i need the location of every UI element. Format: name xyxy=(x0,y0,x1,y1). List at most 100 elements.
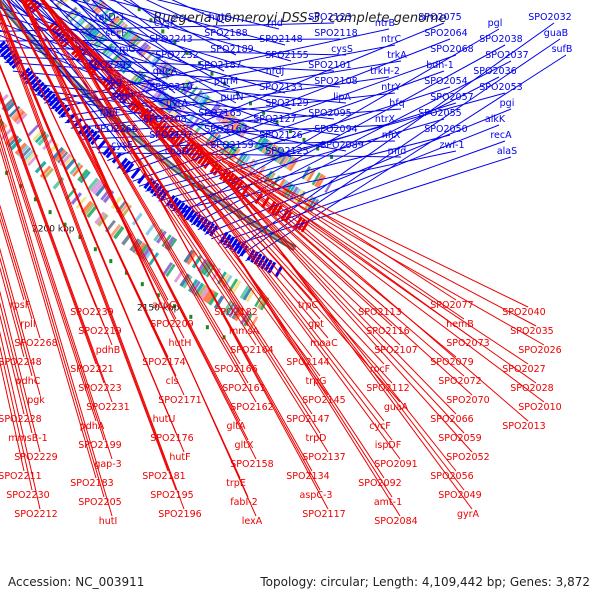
forward-gene-label: SPO2038 xyxy=(479,34,522,45)
reverse-gene-label: SPO2027 xyxy=(502,364,545,375)
reverse-label-line xyxy=(76,36,393,327)
reverse-label-line xyxy=(0,63,113,346)
cog-band-segment xyxy=(87,177,99,191)
reverse-gene-label: SPO2013 xyxy=(502,421,545,432)
reverse-gene-label: SPO2116 xyxy=(366,326,409,337)
reverse-label-line xyxy=(0,124,97,422)
reverse-label-line xyxy=(227,165,529,365)
forward-gene-arrow xyxy=(124,162,135,174)
reverse-label-line xyxy=(6,0,185,339)
genome-map: Ruegeria pomeroyi DSS-3, complete genome… xyxy=(0,0,572,527)
cog-band-segment xyxy=(263,142,274,156)
forward-gene-arrow xyxy=(51,98,62,110)
cog-band-segment xyxy=(80,21,93,34)
reverse-label-line xyxy=(0,290,41,453)
cog-band-segment xyxy=(191,255,203,269)
reverse-gene-label: pdhB xyxy=(96,345,121,356)
tick-mark xyxy=(197,61,201,66)
forward-gene-label: SPO2075 xyxy=(418,12,461,23)
cog-band-segment xyxy=(166,238,178,252)
forward-gene-label: SPO2133 xyxy=(259,82,302,93)
reverse-gene-label: trpG xyxy=(305,376,326,387)
reverse-gene-label: amt-1 xyxy=(374,497,402,508)
reverse-gene-label: gltA xyxy=(227,421,246,432)
cog-band-segment xyxy=(131,212,143,226)
reverse-label-line xyxy=(0,330,41,510)
reverse-gene-label: SPO2223 xyxy=(78,383,121,394)
reverse-gene-label: SPO2035 xyxy=(510,326,553,337)
cog-band-segment xyxy=(271,147,282,161)
reverse-label-line xyxy=(0,9,185,453)
reverse-gene-label: SPO2052 xyxy=(446,452,489,463)
forward-gene-label: SPO2243 xyxy=(149,34,192,45)
cog-band-segment xyxy=(83,202,95,216)
cog-band-segment xyxy=(27,124,40,137)
forward-label-line xyxy=(245,54,567,262)
reverse-gene-label: SPO2056 xyxy=(430,471,473,482)
tick-mark xyxy=(185,50,189,55)
kbp-scale: 2500 kbp2450 kbp2400 kbp2350 kbp2300 kbp… xyxy=(32,224,180,313)
cog-band-segment xyxy=(10,108,24,121)
reverse-gene-label: SPO2239 xyxy=(70,307,113,318)
reverse-label-line xyxy=(6,0,177,320)
cog-band-segment xyxy=(205,289,216,304)
reverse-gene-label: SPO2164 xyxy=(230,345,273,356)
reverse-label-line xyxy=(22,0,257,460)
reverse-label-line xyxy=(143,99,465,320)
cog-band-segment xyxy=(131,37,143,50)
tick-mark xyxy=(63,222,67,227)
forward-gene-label: SPO2118 xyxy=(314,28,357,39)
forward-gene-label: mfd xyxy=(388,146,407,157)
reverse-gene-arrow xyxy=(193,150,204,163)
cog-band-segment xyxy=(183,249,195,264)
reverse-gene-label: SPO2147 xyxy=(286,414,329,425)
cog-band-segment xyxy=(160,63,172,77)
reverse-label-line xyxy=(0,146,97,479)
forward-gene-label: rnd xyxy=(267,18,283,29)
reverse-gene-label: SPO2010 xyxy=(518,402,561,413)
tick-mark xyxy=(93,247,97,252)
forward-gene-label: pgl xyxy=(488,18,503,29)
forward-gene-label: SPO2101 xyxy=(308,60,351,71)
cog-band-segment xyxy=(162,261,173,276)
forward-label-line xyxy=(107,22,445,162)
tick-mark xyxy=(189,314,193,319)
forward-gene-arrow xyxy=(36,84,48,96)
forward-label-line xyxy=(35,94,347,152)
reverse-gene-label: mmsB-1 xyxy=(8,433,47,444)
cog-band-segment xyxy=(79,171,91,184)
forward-gene-label: coaD xyxy=(165,146,189,157)
forward-gene-label: alaS xyxy=(497,146,517,157)
forward-gene-label: nrdJ xyxy=(266,66,285,77)
cog-band-segment xyxy=(135,41,148,55)
cog-band-segment xyxy=(194,91,205,105)
cog-band-segment xyxy=(14,142,28,156)
tick-mark xyxy=(330,154,334,159)
forward-gene-label: bdh-1 xyxy=(426,60,454,71)
forward-gene-label: guaB xyxy=(544,28,568,39)
reverse-gene-label: SPO2073 xyxy=(446,338,489,349)
cog-band-segment xyxy=(89,179,102,193)
reverse-label-line xyxy=(126,84,393,498)
cog-band-segment xyxy=(165,263,176,277)
forward-gene-label: secF xyxy=(105,28,126,39)
cog-band-segment xyxy=(69,162,81,175)
reverse-gene-label: guaA xyxy=(384,402,409,413)
forward-gene-label: zwf-1 xyxy=(439,140,464,151)
cog-band-segment xyxy=(178,78,190,92)
reverse-gene-label: SPO2144 xyxy=(286,357,329,368)
reverse-gene-label: SPO2162 xyxy=(230,402,273,413)
reverse-gene-label: SPO2028 xyxy=(510,383,553,394)
forward-gene-arrow xyxy=(239,244,249,257)
forward-gene-label: nfiX xyxy=(382,130,401,141)
forward-gene-label: acpP xyxy=(111,92,134,103)
reverse-gene-label: SPO2229 xyxy=(14,452,57,463)
forward-gene-label: trkH-2 xyxy=(370,66,400,77)
cog-band-segment xyxy=(129,35,141,48)
forward-gene-label: ntrY xyxy=(381,82,401,93)
reverse-gene-labels: rpsF rplI SPO2268 SPO2248 pdhC pgk SPO2228 mmsB… xyxy=(0,300,562,527)
forward-gene-label: cysS xyxy=(331,44,353,55)
forward-gene-label: SPO2126 xyxy=(259,130,302,141)
reverse-gene-label: pdhC xyxy=(16,376,41,387)
forward-gene-label: hfq xyxy=(389,98,404,109)
